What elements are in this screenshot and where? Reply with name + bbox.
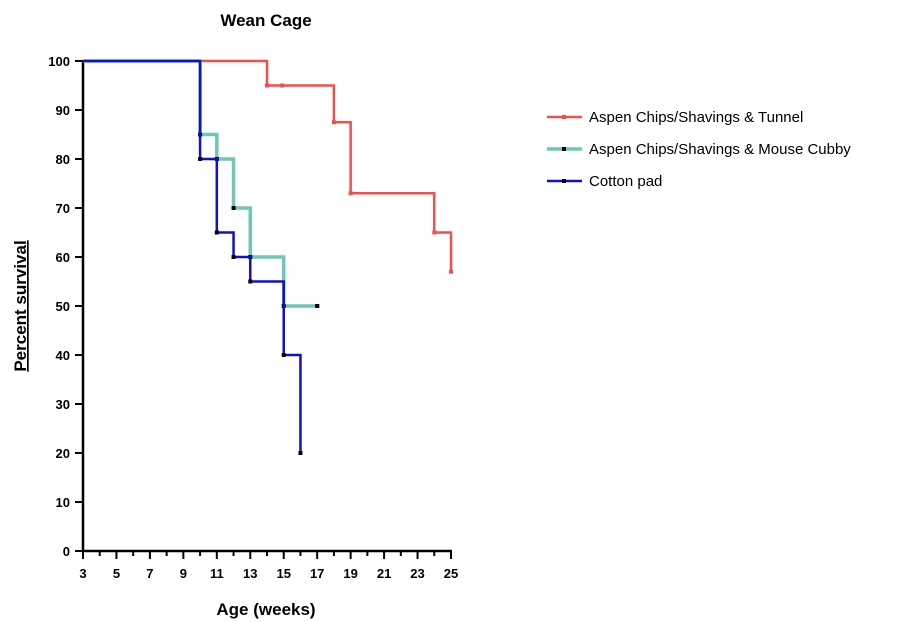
legend: Aspen Chips/Shavings & Tunnel Aspen Chips… xyxy=(547,109,851,190)
y-tick-label: 40 xyxy=(56,348,70,363)
legend-item: Aspen Chips/Shavings & Mouse Cubby xyxy=(547,141,851,158)
series-3 xyxy=(83,59,303,455)
event-point xyxy=(231,255,236,259)
legend-marker xyxy=(562,147,566,151)
y-tick-label: 100 xyxy=(48,54,70,69)
event-point xyxy=(432,230,437,235)
censored-point xyxy=(315,304,320,308)
y-tick-label: 50 xyxy=(56,299,70,314)
event-point xyxy=(281,353,286,357)
x-tick-label: 11 xyxy=(210,566,224,581)
event-point xyxy=(331,120,336,125)
event-point xyxy=(298,451,303,455)
y-ticks: 0 10 20 30 40 50 60 70 80 90 100 xyxy=(48,54,83,559)
x-tick-label: 23 xyxy=(410,566,424,581)
event-point xyxy=(449,269,453,274)
legend-label: Aspen Chips/Shavings & Mouse Cubby xyxy=(589,141,851,158)
x-tick-label: 19 xyxy=(343,566,357,581)
event-point xyxy=(214,230,219,235)
y-tick-label: 20 xyxy=(56,446,70,461)
y-tick-label: 60 xyxy=(56,250,70,265)
x-tick-label: 13 xyxy=(243,566,257,581)
y-axis-title: Percent survival xyxy=(11,240,30,371)
y-tick-label: 30 xyxy=(56,397,70,412)
legend-marker xyxy=(562,179,566,183)
series-layer xyxy=(83,59,453,455)
x-tick-label: 5 xyxy=(113,566,120,581)
event-point xyxy=(248,279,253,284)
y-tick-label: 10 xyxy=(56,495,70,510)
x-tick-label: 7 xyxy=(146,566,153,581)
event-point xyxy=(198,157,203,161)
x-tick-label: 3 xyxy=(79,566,86,581)
censored-point xyxy=(280,83,285,88)
axes xyxy=(81,60,452,553)
event-point xyxy=(348,191,353,196)
series-line xyxy=(83,59,453,272)
legend-label: Aspen Chips/Shavings & Tunnel xyxy=(589,109,803,126)
y-tick-label: 70 xyxy=(56,201,70,216)
x-tick-label: 9 xyxy=(180,566,187,581)
x-tick-label: 17 xyxy=(310,566,324,581)
y-tick-label: 0 xyxy=(63,544,70,559)
x-tick-label: 15 xyxy=(276,566,290,581)
x-tick-label: 21 xyxy=(377,566,391,581)
legend-label: Cotton pad xyxy=(589,173,662,190)
x-ticks: 3 5 7 9 11 13 15 17 19 21 23 25 xyxy=(79,551,458,581)
x-tick-label: 25 xyxy=(444,566,458,581)
legend-item: Aspen Chips/Shavings & Tunnel xyxy=(547,109,803,126)
y-tick-label: 90 xyxy=(56,103,70,118)
series-1 xyxy=(83,59,453,274)
x-axis-title: Age (weeks) xyxy=(216,600,315,619)
event-point xyxy=(265,83,269,88)
event-point xyxy=(231,206,236,210)
legend-marker xyxy=(562,115,566,119)
legend-item: Cotton pad xyxy=(547,173,662,190)
y-tick-label: 80 xyxy=(56,152,70,167)
chart-title: Wean Cage xyxy=(220,11,311,30)
